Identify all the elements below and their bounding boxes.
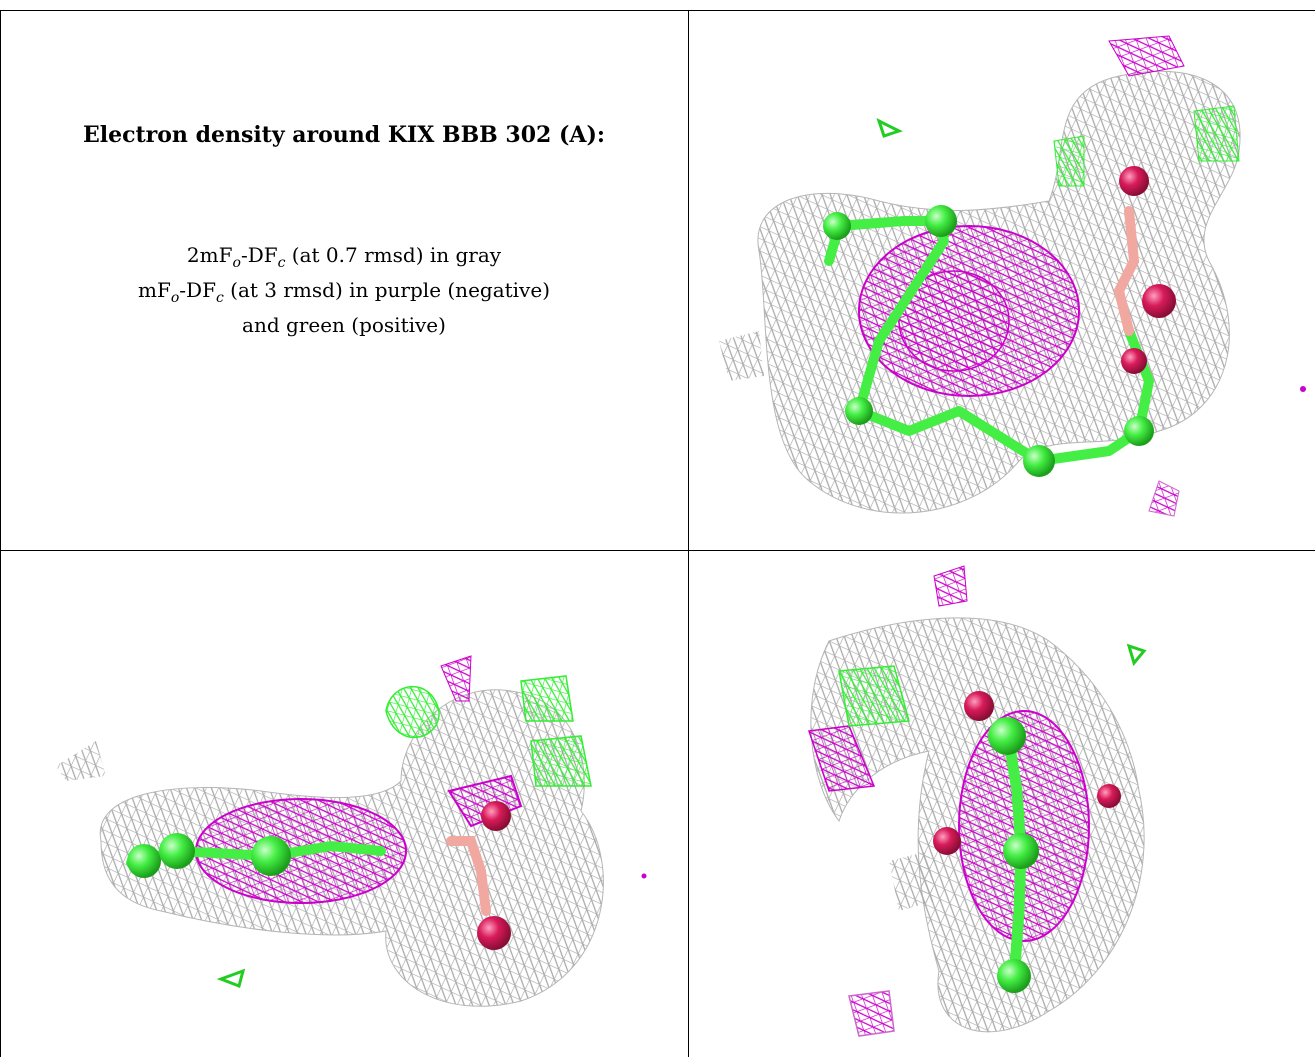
ligand-model [126,801,511,950]
atom-oxygen [933,827,961,855]
mesh-negative-dot [641,873,647,879]
mesh-positive-blob [1053,135,1085,187]
mesh-positive-blob [530,735,592,787]
ligand-bonds-salmon [1113,206,1140,336]
atom-oxygen [1119,166,1149,196]
mesh-positive-blob [520,675,574,722]
mesh-positive-blob [876,118,903,138]
caption-line-color: and green (positive) [242,313,446,337]
atom-carbon [1003,833,1039,869]
caption-line-2fofc: 2mFo-DFc (at 0.7 rmsd) in gray [186,243,502,271]
mesh-positive-blob [1126,643,1147,667]
mesh-positive-blob [1193,105,1240,162]
atom-carbon [1023,445,1055,477]
atom-carbon [127,844,161,878]
atom-oxygen [964,691,994,721]
ligand-bonds-salmon [446,836,491,916]
mesh-negative-blob [440,655,472,702]
mesh-negative-blob [933,565,968,607]
atom-carbon [997,959,1031,993]
atom-carbon [1124,416,1154,446]
atom-oxygen [1142,284,1176,318]
ligand-model [823,166,1176,477]
mesh-negative-blob [807,725,876,792]
atom-carbon [925,205,957,237]
density-view-bottom-left [1,551,688,1057]
mesh-negative-dot [1300,386,1306,392]
table-border-left [0,10,1,1057]
atom-oxygen [481,801,511,831]
mesh-positive-blob [216,968,246,989]
atom-carbon [159,833,195,869]
caption-line-fofc: mFo-DFc (at 3 rmsd) in purple (negative) [138,278,550,306]
atom-carbon [988,717,1026,755]
ligand-model [933,691,1121,993]
density-view-top-right [689,11,1315,550]
atom-oxygen [1121,348,1147,374]
figure-table: Electron density around KIX BBB 302 (A):… [0,10,1315,1057]
atom-carbon [845,397,873,425]
mesh-2fofc-fragment [56,741,106,781]
mesh-negative-blob [1148,480,1180,517]
table-border-top [0,10,1315,11]
mesh-negative-blob [447,774,523,828]
mesh-2fofc-fragment [889,851,934,911]
table-border-middle [688,10,689,1057]
atom-oxygen [1097,784,1121,808]
mesh-negative-blob [848,990,895,1037]
mesh-positive-blob [385,685,440,739]
density-render-bottom-left [56,655,647,1007]
density-view-bottom-right [689,551,1315,1057]
mesh-positive-blob [838,665,910,727]
caption-title: Electron density around KIX BBB 302 (A): [82,122,606,148]
caption-body: 2mFo-DFc (at 0.7 rmsd) in gray mFo-DFc (… [0,242,688,339]
mesh-negative-blob [1108,35,1185,77]
atom-carbon [823,212,851,240]
table-border-row [0,550,1315,551]
atom-carbon [251,836,291,876]
density-render-top-right [719,35,1306,517]
caption-cell: Electron density around KIX BBB 302 (A):… [0,10,688,551]
mesh-negative-core [898,270,1010,372]
density-render-bottom-right [807,565,1147,1037]
atom-oxygen [477,916,511,950]
mesh-2fofc-fragment [719,331,764,381]
